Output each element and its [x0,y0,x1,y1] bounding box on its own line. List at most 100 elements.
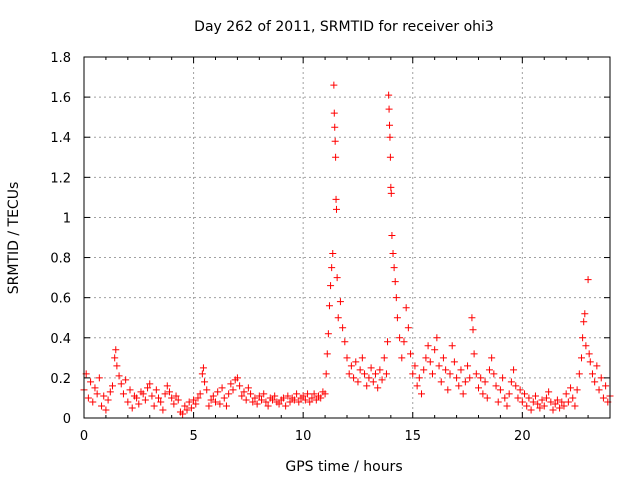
data-point [100,392,108,400]
data-point [331,137,339,145]
data-point [584,276,592,284]
y-tick-label: 0.2 [50,372,71,387]
data-point [334,314,342,322]
data-point [322,370,330,378]
data-point [113,362,121,370]
data-point [578,354,586,362]
data-point [475,384,482,392]
data-point [249,398,257,406]
data-point [585,350,593,358]
y-tick-label: 0.8 [50,252,71,267]
x-tick-label: 20 [514,429,531,444]
data-point [339,324,347,332]
data-point [422,354,430,362]
data-point [518,398,526,406]
data-point [453,374,461,382]
data-point [207,396,215,404]
data-point [260,390,268,398]
data-point [275,400,283,408]
data-point [264,402,272,410]
data-point [236,382,244,390]
data-point [396,334,404,342]
data-point [150,402,158,410]
data-point [220,394,228,402]
data-point [133,394,141,402]
data-point [332,153,340,161]
data-point [433,334,441,342]
data-point [386,133,394,141]
data-point [461,378,469,386]
data-point [415,374,423,382]
data-point [602,382,610,390]
data-point [556,404,564,412]
data-point [540,402,548,410]
data-point [599,394,607,402]
data-point [457,366,465,374]
data-point [242,396,250,404]
data-point [271,392,279,400]
data-point [549,406,557,414]
data-point [562,390,570,398]
y-tick-label: 0 [63,412,71,427]
data-point [569,394,577,402]
data-point [581,310,589,318]
data-point [112,346,120,354]
data-point [324,330,332,338]
data-point [152,386,160,394]
data-point [582,342,590,350]
data-point [168,394,176,402]
data-point [382,370,390,378]
data-point [255,392,263,400]
data-point [521,390,529,398]
data-point [108,382,116,390]
data-point [198,370,206,378]
data-point [268,396,276,404]
data-point [240,388,248,396]
data-point [488,354,496,362]
data-point [352,358,360,366]
data-point [251,394,259,402]
data-point [448,342,456,350]
data-point [523,402,531,410]
data-point [187,404,195,412]
data-point [446,370,454,378]
data-point [597,374,605,382]
data-point [376,366,384,374]
data-point [214,388,222,396]
data-point [444,386,452,394]
data-point [512,382,520,390]
data-point [102,406,110,414]
data-point [392,294,400,302]
data-point [192,400,200,408]
data-point [428,370,436,378]
y-tick-label: 0.6 [50,292,71,307]
y-tick-label: 1 [63,211,71,226]
data-point [390,264,398,272]
data-point [468,314,476,322]
data-point [290,396,298,404]
data-point [494,398,502,406]
data-point [332,205,340,213]
data-point [389,250,397,258]
data-point [155,394,163,402]
data-point [404,324,412,332]
data-point [98,402,106,410]
data-point [159,406,167,414]
x-tick-label: 0 [80,429,88,444]
data-point [579,334,587,342]
data-point [466,374,474,382]
data-point [393,314,401,322]
data-point [306,398,314,406]
data-point [573,386,581,394]
x-axis-label: GPS time / hours [285,459,402,475]
data-point [499,374,507,382]
data-point [354,378,362,386]
data-point [505,390,513,398]
data-point [418,390,426,398]
data-point [253,400,261,408]
data-point [580,318,588,326]
data-point [244,384,252,392]
data-point [122,376,130,384]
data-point [117,380,125,388]
data-point [328,264,336,272]
